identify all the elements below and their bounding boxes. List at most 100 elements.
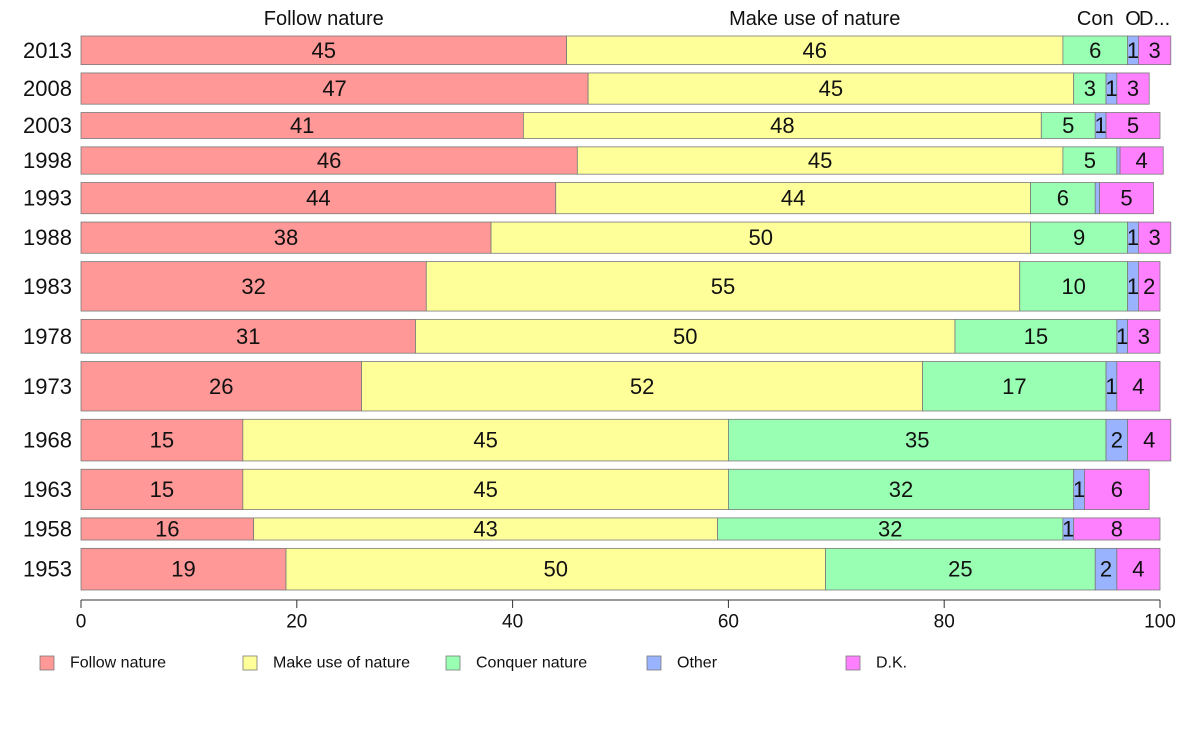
bar-1983-0 <box>80 261 427 312</box>
value-label: 50 <box>749 225 773 250</box>
value-label: 5 <box>1062 113 1074 138</box>
value-label: 2 <box>1143 274 1155 299</box>
value-label: 4 <box>1143 428 1155 453</box>
value-label: 10 <box>1061 274 1085 299</box>
bar-2013-4 <box>1138 35 1172 66</box>
legend-swatch <box>242 655 258 671</box>
y-tick-label: 2013 <box>23 38 72 63</box>
value-label: 44 <box>781 186 805 211</box>
y-tick-label: 1968 <box>23 428 72 453</box>
value-label: 1 <box>1116 324 1128 349</box>
bar-2003-4 <box>1105 112 1161 139</box>
value-label: 3 <box>1084 76 1096 101</box>
value-label: 1 <box>1105 374 1117 399</box>
value-label: 4 <box>1136 148 1148 173</box>
y-tick-label: 1988 <box>23 225 72 250</box>
value-label: 2 <box>1111 428 1123 453</box>
bar-1968-1 <box>242 418 729 462</box>
value-label: 50 <box>673 324 697 349</box>
legend-swatch <box>646 655 662 671</box>
x-tick-label: 80 <box>934 612 955 633</box>
x-tick-label: 0 <box>76 612 87 633</box>
bar-1983-2 <box>1019 261 1129 312</box>
value-label: 3 <box>1127 76 1139 101</box>
bar-1998-4 <box>1119 146 1164 175</box>
value-label: 4 <box>1132 374 1144 399</box>
y-tick-label: 1973 <box>23 374 72 399</box>
value-label: 41 <box>290 113 314 138</box>
value-label: 32 <box>889 477 913 502</box>
bar-1968-0 <box>80 418 244 462</box>
value-label: 45 <box>312 38 336 63</box>
bar-1963-1 <box>242 468 729 510</box>
bars-group: 45 46 6 1 347 45 3 1 341 48 5 1 546 45 5 444 44 6 538 50 9 1 3… <box>80 35 1172 591</box>
bar-1993-0 <box>80 182 557 215</box>
value-label: 17 <box>1002 374 1026 399</box>
legend: Follow nature Make use of nature Conquer n… <box>39 655 907 672</box>
value-label: 50 <box>544 557 568 582</box>
value-label: 45 <box>808 148 832 173</box>
value-label: 32 <box>241 274 265 299</box>
value-label: 3 <box>1148 38 1160 63</box>
value-label: 4 <box>1132 557 1144 582</box>
bar-1973-1 <box>361 361 924 412</box>
y-tick-label: 2003 <box>23 113 72 138</box>
bar-1968-2 <box>728 418 1107 462</box>
value-label: 15 <box>150 428 174 453</box>
y-tick-label: 1963 <box>23 477 72 502</box>
bar-2003-2 <box>1040 112 1096 139</box>
value-label: 6 <box>1089 38 1101 63</box>
value-label: 45 <box>473 477 497 502</box>
bar-1963-2 <box>728 468 1075 510</box>
bar-1983-4 <box>1138 261 1161 312</box>
legend-label: Other <box>677 655 718 672</box>
bar-1993-1 <box>555 182 1031 215</box>
bar-1953-1 <box>285 547 826 591</box>
bar-1983-1 <box>425 261 1021 312</box>
x-tick-label: 60 <box>718 612 739 633</box>
y-tick-label: 1953 <box>23 557 72 582</box>
value-label: 31 <box>236 324 260 349</box>
top-series-label: O <box>1125 8 1141 30</box>
bar-1963-0 <box>80 468 244 510</box>
value-label: 6 <box>1057 186 1069 211</box>
bar-2008-4 <box>1116 72 1150 105</box>
bar-2008-1 <box>587 72 1075 105</box>
value-label: 16 <box>155 516 179 541</box>
value-label: 32 <box>878 516 902 541</box>
value-label: 6 <box>1111 477 1123 502</box>
x-tick-label: 40 <box>502 612 523 633</box>
value-label: 26 <box>209 374 233 399</box>
bar-1973-2 <box>922 361 1107 412</box>
bar-1953-4 <box>1116 547 1161 591</box>
bar-1963-4 <box>1084 468 1150 510</box>
value-label: 55 <box>711 274 735 299</box>
bar-1978-0 <box>80 318 416 354</box>
top-series-label: D... <box>1139 8 1170 30</box>
legend-label: Conquer nature <box>476 655 587 672</box>
value-label: 1 <box>1127 274 1139 299</box>
bar-1998-2 <box>1062 146 1118 175</box>
bar-1973-4 <box>1116 361 1161 412</box>
value-label: 35 <box>905 428 929 453</box>
value-label: 2 <box>1100 557 1112 582</box>
y-tick-label: 1993 <box>23 186 72 211</box>
bar-2008-2 <box>1073 72 1107 105</box>
x-axis: 0 20 40 60 80 100 <box>76 599 1176 633</box>
bar-2013-1 <box>566 35 1064 66</box>
bar-1993-2 <box>1030 182 1096 215</box>
value-label: 1 <box>1105 76 1117 101</box>
y-tick-label: 1998 <box>23 148 72 173</box>
y-tick-label: 2008 <box>23 76 72 101</box>
bar-1988-4 <box>1138 221 1172 254</box>
value-label: 3 <box>1148 225 1160 250</box>
value-label: 19 <box>171 557 195 582</box>
value-label: 46 <box>802 38 826 63</box>
bar-2003-0 <box>80 112 524 139</box>
value-label: 45 <box>819 76 843 101</box>
value-label: 5 <box>1120 186 1132 211</box>
bar-1988-0 <box>80 221 492 254</box>
bar-1958-4 <box>1073 517 1161 541</box>
value-label: 15 <box>1024 324 1048 349</box>
